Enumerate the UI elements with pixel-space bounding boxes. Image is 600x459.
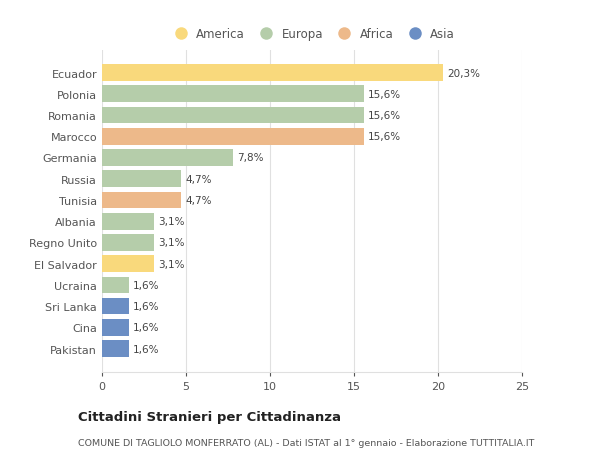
Bar: [102, 341, 129, 357]
Bar: [102, 298, 129, 315]
Text: 1,6%: 1,6%: [133, 302, 160, 312]
Bar: [102, 256, 154, 272]
Text: 3,1%: 3,1%: [158, 259, 185, 269]
Text: Cittadini Stranieri per Cittadinanza: Cittadini Stranieri per Cittadinanza: [78, 410, 341, 423]
Bar: [102, 129, 364, 145]
Bar: [102, 213, 154, 230]
Legend: America, Europa, Africa, Asia: America, Europa, Africa, Asia: [166, 24, 458, 44]
Bar: [102, 277, 129, 294]
Text: 3,1%: 3,1%: [158, 217, 185, 227]
Bar: [102, 65, 443, 82]
Bar: [102, 107, 364, 124]
Text: COMUNE DI TAGLIOLO MONFERRATO (AL) - Dati ISTAT al 1° gennaio - Elaborazione TUT: COMUNE DI TAGLIOLO MONFERRATO (AL) - Dat…: [78, 438, 535, 447]
Bar: [102, 171, 181, 188]
Bar: [102, 192, 181, 209]
Text: 4,7%: 4,7%: [185, 196, 212, 206]
Text: 7,8%: 7,8%: [237, 153, 264, 163]
Text: 3,1%: 3,1%: [158, 238, 185, 248]
Text: 20,3%: 20,3%: [447, 68, 480, 78]
Bar: [102, 150, 233, 167]
Text: 1,6%: 1,6%: [133, 280, 160, 291]
Text: 4,7%: 4,7%: [185, 174, 212, 185]
Bar: [102, 235, 154, 251]
Bar: [102, 319, 129, 336]
Bar: [102, 86, 364, 103]
Text: 1,6%: 1,6%: [133, 344, 160, 354]
Text: 15,6%: 15,6%: [368, 90, 401, 100]
Text: 15,6%: 15,6%: [368, 132, 401, 142]
Text: 1,6%: 1,6%: [133, 323, 160, 333]
Text: 15,6%: 15,6%: [368, 111, 401, 121]
